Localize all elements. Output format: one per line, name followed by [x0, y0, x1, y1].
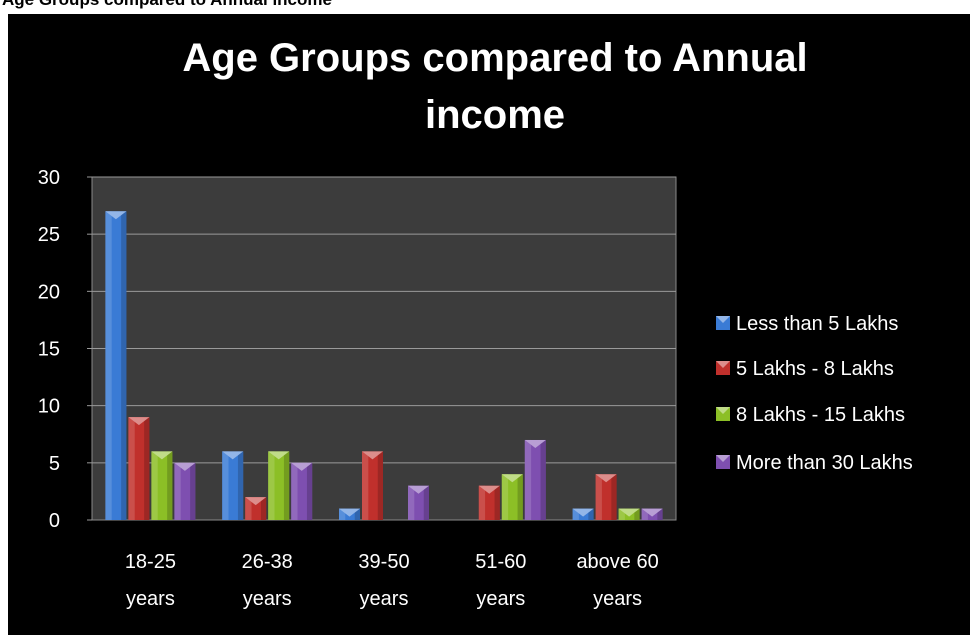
bar-shadow: [517, 474, 523, 520]
bar-highlight: [478, 485, 486, 520]
bar-highlight: [151, 451, 158, 520]
header-strip-text: Age Groups compared to Annual income: [2, 0, 332, 10]
bar-shadow: [260, 497, 267, 520]
bar-shadow: [144, 417, 150, 520]
bar-shadow: [494, 485, 500, 520]
bar-shadow: [540, 439, 546, 520]
bar-cap: [151, 451, 173, 460]
x-tick-label-line-1: 39-50: [358, 551, 409, 573]
bar-cap: [501, 474, 523, 483]
bar-highlight: [618, 508, 625, 520]
bar-highlight: [245, 497, 252, 520]
legend-label: Less than 5 Lakhs: [736, 313, 898, 335]
bar-highlight: [572, 508, 579, 520]
y-tick-label: 20: [38, 281, 60, 303]
bar-shadow: [306, 462, 313, 520]
bar-cap: [641, 508, 663, 517]
bar-shadow: [377, 451, 383, 520]
bar-cap: [174, 462, 196, 471]
bar-shadow: [634, 508, 640, 520]
bar-highlight: [339, 508, 346, 520]
bar-cap: [572, 508, 594, 517]
bar-highlight: [268, 451, 275, 520]
legend-swatch-cap: [716, 316, 730, 323]
x-tick-label-line-2: years: [243, 588, 292, 610]
y-tick-label: 0: [49, 510, 60, 532]
bar-cap: [128, 417, 150, 426]
bar-highlight: [174, 462, 181, 520]
bar-cap: [291, 462, 313, 471]
x-tick-label-line-2: years: [593, 588, 642, 610]
chart-title-line-1: Age Groups compared to Annual: [182, 36, 807, 80]
bar-highlight: [524, 439, 532, 520]
y-tick-label: 25: [38, 224, 60, 246]
legend-label: 5 Lakhs - 8 Lakhs: [736, 358, 894, 380]
chart-title-line-2: income: [425, 93, 565, 137]
bar-highlight: [105, 211, 112, 521]
legend-label: More than 30 Lakhs: [736, 452, 913, 474]
bar-shadow: [190, 462, 196, 520]
x-tick-label-line-2: years: [126, 588, 175, 610]
bar-cap: [362, 451, 383, 460]
bar-shadow: [423, 485, 429, 520]
x-tick-label-line-1: 26-38: [242, 551, 293, 573]
bar-cap: [268, 451, 290, 460]
bar-cap: [339, 508, 360, 517]
bar-shadow: [121, 211, 127, 521]
y-tick-label: 15: [38, 339, 60, 361]
bar-cap: [245, 497, 267, 506]
bar-shadow: [237, 451, 244, 520]
bar-cap: [618, 508, 640, 517]
x-tick-label-line-2: years: [476, 588, 525, 610]
bar-cap: [105, 211, 127, 220]
bar-cap: [524, 439, 546, 448]
bar-cap: [478, 485, 500, 494]
legend-swatch-cap: [716, 361, 730, 368]
x-tick-label-line-2: years: [360, 588, 409, 610]
x-tick-label-line-1: 18-25: [125, 551, 176, 573]
bar-shadow: [283, 451, 290, 520]
y-tick-label: 30: [38, 167, 60, 189]
bar-cap: [408, 485, 429, 494]
bar-cap: [595, 474, 617, 483]
legend-label: 8 Lakhs - 15 Lakhs: [736, 404, 905, 426]
x-tick-label-line-1: above 60: [576, 551, 658, 573]
bar-highlight: [128, 417, 135, 520]
bar-highlight: [362, 451, 369, 520]
bar-shadow: [611, 474, 617, 520]
bar-highlight: [408, 485, 415, 520]
bar-highlight: [641, 508, 648, 520]
bar-highlight: [222, 451, 229, 520]
header-strip: Age Groups compared to Annual income: [0, 0, 970, 14]
bar-shadow: [588, 508, 594, 520]
bar-highlight: [595, 474, 602, 520]
bar-shadow: [354, 508, 360, 520]
legend-swatch-cap: [716, 407, 730, 414]
legend-swatch-cap: [716, 455, 730, 462]
bar-highlight: [291, 462, 298, 520]
x-tick-label-line-1: 51-60: [475, 551, 526, 573]
bar-shadow: [657, 508, 663, 520]
y-tick-label: 10: [38, 396, 60, 418]
bar-highlight: [501, 474, 509, 520]
y-tick-label: 5: [49, 453, 60, 475]
bar-cap: [222, 451, 244, 460]
bar-shadow: [167, 451, 173, 520]
